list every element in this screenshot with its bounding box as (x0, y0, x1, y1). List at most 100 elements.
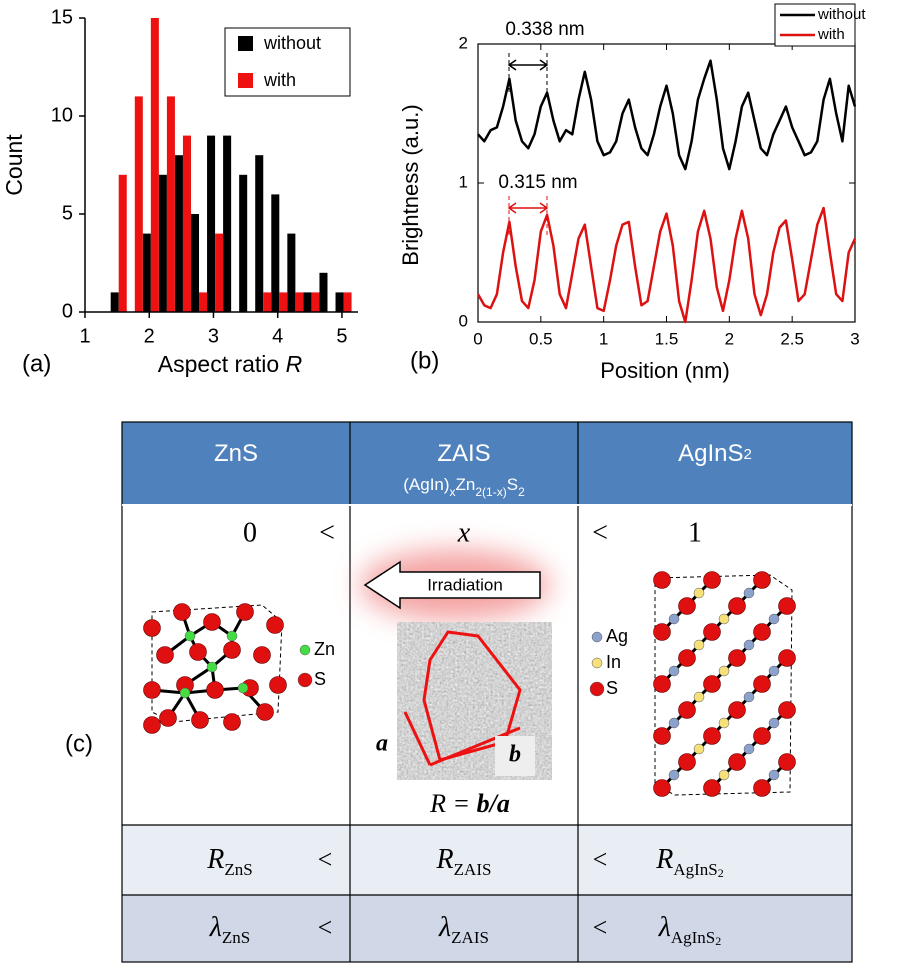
bar (343, 292, 352, 312)
x-tick-label: 0 (473, 329, 482, 348)
atom (768, 665, 780, 677)
atom (678, 597, 696, 615)
bar (150, 18, 159, 312)
y-tick-label: 5 (62, 202, 73, 224)
axis-b-arrow (429, 726, 521, 767)
atom (237, 682, 249, 694)
bar (142, 233, 151, 312)
atom (179, 687, 191, 699)
quantity-subscript: ZAIS (451, 928, 489, 947)
atom-legend (591, 657, 603, 669)
atom (728, 701, 746, 719)
atom (668, 769, 680, 781)
atom (678, 701, 696, 719)
atom-legend-label: S (606, 678, 618, 698)
atom (703, 779, 721, 797)
x-axis-label: Position (nm) (600, 358, 730, 383)
atom (189, 643, 207, 661)
x-tick-label: 0.5 (529, 329, 553, 348)
quantity-subscript: ZAIS (454, 860, 492, 879)
x-tick-label: 3 (208, 325, 219, 347)
quantity: RAgInS2 (655, 844, 724, 879)
atom (269, 676, 287, 694)
atom (223, 713, 241, 731)
atom (653, 623, 671, 641)
atom (143, 681, 161, 699)
atom (703, 571, 721, 589)
x-tick-label: 2 (725, 329, 734, 348)
atom (143, 716, 161, 734)
atom (693, 743, 705, 755)
header-formula-part: (AgIn) (403, 475, 449, 494)
atom (668, 665, 680, 677)
legend-swatch (238, 36, 253, 51)
quantity-subscript: 2 (715, 934, 721, 948)
header-title: AgInS2 (678, 440, 752, 467)
bar (134, 96, 143, 313)
atom (203, 613, 221, 631)
y-tick-label: 2 (459, 33, 468, 52)
x-tick-label: 5 (336, 325, 347, 347)
quantity: λZAIS (438, 912, 489, 947)
b-label-box (495, 736, 535, 776)
quantity-subscript: 2 (718, 866, 724, 880)
bar (207, 135, 216, 312)
atom-legend (591, 631, 603, 643)
atom (728, 649, 746, 667)
x-tick-label: 4 (272, 325, 283, 347)
atom (753, 571, 771, 589)
atom (236, 603, 254, 621)
bar (110, 292, 119, 312)
bar (118, 174, 127, 312)
atom (743, 691, 755, 703)
annotation-arrow (507, 59, 549, 71)
x-axis-label-part: Aspect ratio (158, 351, 286, 377)
legend-swatch (238, 73, 253, 88)
atom (753, 779, 771, 797)
crystal-structures (143, 571, 796, 797)
atom (143, 619, 161, 637)
legend-label: with (263, 70, 296, 90)
atom (768, 613, 780, 625)
atom (778, 597, 796, 615)
atom (206, 681, 224, 699)
atom (718, 717, 730, 729)
atom (718, 769, 730, 781)
panel-label: (b) (410, 347, 439, 374)
bar (335, 292, 344, 312)
atom-legend-label: Zn (314, 639, 335, 659)
header-row (122, 422, 852, 505)
atom (778, 701, 796, 719)
aspect-relation-part: R = (429, 789, 476, 818)
atom (753, 623, 771, 641)
relation: < (593, 913, 608, 942)
x-axis-label: Aspect ratio R (158, 351, 302, 377)
header-formula-part: 2 (518, 485, 525, 499)
atom (668, 717, 680, 729)
atom (653, 727, 671, 745)
atom-legend-label: In (606, 652, 621, 672)
legend-box (774, 3, 856, 47)
atom (678, 649, 696, 667)
atom (728, 753, 746, 771)
bar (190, 214, 200, 312)
bar (279, 292, 288, 312)
y-tick-label: 10 (51, 104, 73, 126)
atom (693, 639, 705, 651)
atom (753, 727, 771, 745)
header-title-part: ZAIS (437, 440, 490, 467)
tem-label: b (509, 742, 521, 768)
relation: < (593, 845, 608, 874)
bar (166, 96, 175, 313)
quantity: RZnS (206, 844, 252, 879)
quantity-subscript: AgInS (673, 860, 717, 879)
x-axis-label-part: R (286, 351, 303, 377)
quantity-subscript: ZnS (222, 928, 250, 947)
x-tick-label: 1 (599, 329, 608, 348)
atom (778, 649, 796, 667)
header-formula-part: Zn (456, 475, 476, 494)
x-tick-label: 1 (79, 325, 90, 347)
axis-a-arrow (403, 711, 432, 766)
bar (174, 155, 183, 312)
